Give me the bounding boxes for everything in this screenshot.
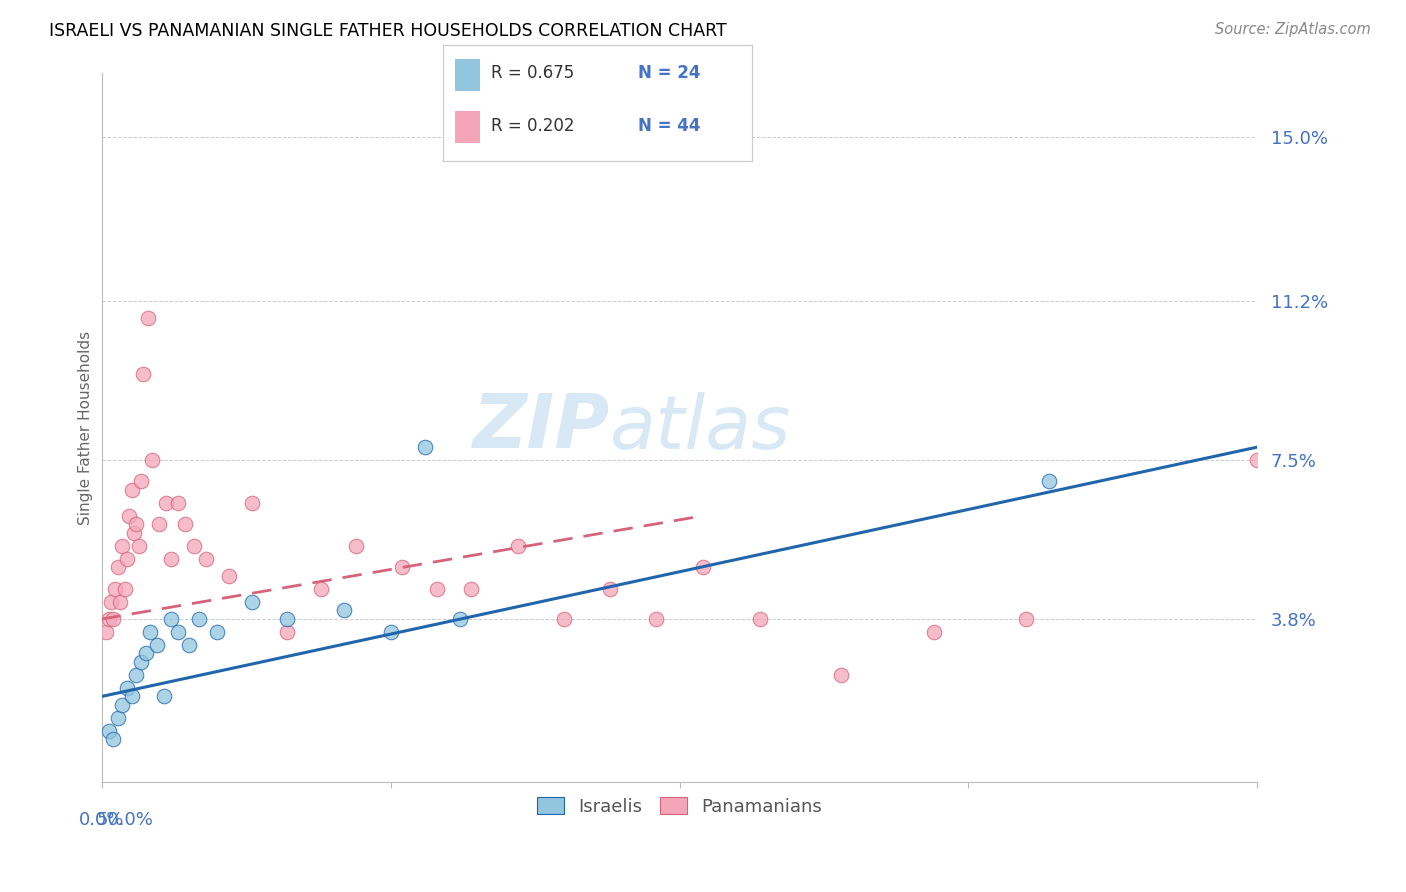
Point — [218, 569, 240, 583]
Point — [136, 311, 159, 326]
Y-axis label: Single Father Households: Single Father Households — [79, 331, 93, 524]
Text: ZIP: ZIP — [472, 392, 610, 464]
Text: 0.0%: 0.0% — [79, 811, 124, 829]
Text: atlas: atlas — [610, 392, 792, 464]
Point — [645, 612, 668, 626]
Point — [205, 624, 228, 639]
Point — [1038, 475, 1060, 489]
Point — [108, 595, 131, 609]
Point — [153, 690, 176, 704]
Text: ISRAELI VS PANAMANIAN SINGLE FATHER HOUSEHOLDS CORRELATION CHART: ISRAELI VS PANAMANIAN SINGLE FATHER HOUS… — [49, 22, 727, 40]
Point — [333, 603, 356, 617]
Bar — [456, 111, 479, 144]
Point — [413, 440, 436, 454]
Point — [276, 612, 298, 626]
Text: R = 0.202: R = 0.202 — [491, 117, 574, 135]
Point — [240, 595, 263, 609]
Point — [240, 496, 263, 510]
Point — [121, 483, 143, 497]
Point — [128, 539, 150, 553]
Point — [129, 655, 152, 669]
Text: N = 24: N = 24 — [638, 64, 700, 82]
Point — [749, 612, 772, 626]
Point — [139, 624, 162, 639]
Point — [97, 723, 120, 738]
Point — [179, 638, 201, 652]
Point — [506, 539, 529, 553]
Point — [173, 517, 195, 532]
Point — [132, 367, 155, 381]
Point — [830, 668, 852, 682]
Text: Source: ZipAtlas.com: Source: ZipAtlas.com — [1215, 22, 1371, 37]
Point — [599, 582, 621, 596]
Point — [107, 560, 129, 574]
Text: 50.0%: 50.0% — [96, 811, 153, 829]
Point — [692, 560, 714, 574]
Point — [146, 638, 169, 652]
Point — [111, 698, 134, 712]
Text: R = 0.675: R = 0.675 — [491, 64, 574, 82]
Point — [125, 517, 148, 532]
Point — [97, 612, 120, 626]
Point — [101, 612, 124, 626]
Legend: Israelis, Panamanians: Israelis, Panamanians — [529, 789, 830, 823]
Point — [122, 526, 145, 541]
Point — [141, 453, 163, 467]
Point — [96, 624, 118, 639]
Point — [187, 612, 209, 626]
Point — [160, 552, 183, 566]
Point — [1246, 453, 1268, 467]
Bar — [456, 59, 479, 91]
Point — [553, 612, 575, 626]
Point — [129, 475, 152, 489]
Point — [160, 612, 183, 626]
Point — [118, 508, 141, 523]
Point — [449, 612, 471, 626]
Point — [391, 560, 413, 574]
Point — [104, 582, 127, 596]
Point — [183, 539, 205, 553]
Point — [167, 624, 190, 639]
Point — [155, 496, 177, 510]
Point — [114, 582, 136, 596]
Point — [115, 681, 138, 695]
Point — [111, 539, 134, 553]
Point — [135, 647, 157, 661]
Point — [167, 496, 190, 510]
Point — [460, 582, 482, 596]
Point — [922, 624, 945, 639]
Text: N = 44: N = 44 — [638, 117, 700, 135]
Point — [101, 732, 124, 747]
Point — [1015, 612, 1038, 626]
Point — [148, 517, 170, 532]
Point — [125, 668, 148, 682]
Point — [100, 595, 122, 609]
Point — [380, 624, 402, 639]
Point — [107, 711, 129, 725]
Point — [276, 624, 298, 639]
Point — [115, 552, 138, 566]
Point — [194, 552, 217, 566]
Point — [344, 539, 367, 553]
Point — [309, 582, 332, 596]
Point — [121, 690, 143, 704]
Point — [426, 582, 449, 596]
